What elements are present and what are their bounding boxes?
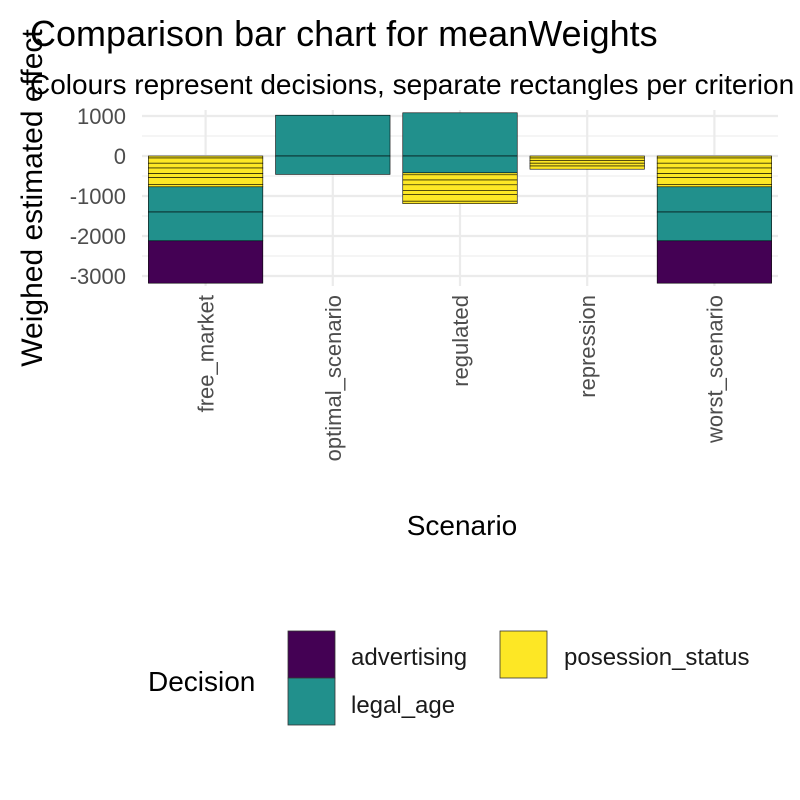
bar-segment-posession-status — [148, 167, 264, 174]
bar-segment-posession-status — [656, 167, 772, 174]
bar-segment-advertising — [148, 240, 264, 284]
bar-segment-posession-status — [148, 155, 264, 159]
bar-segment-legal-age — [275, 155, 391, 175]
legend-title: Decision — [148, 666, 255, 697]
bar-segment-posession-status — [148, 177, 264, 185]
chart-subtitle: Colours represent decisions, separate re… — [30, 69, 794, 100]
y-tick-label: 0 — [114, 144, 126, 169]
chart-title: Comparison bar chart for meanWeights — [30, 13, 658, 54]
legend: Decision advertising legal_age posession… — [148, 630, 749, 726]
bar-segment-posession-status — [529, 165, 645, 170]
bar-segment-posession-status — [656, 184, 772, 188]
x-tick-label: worst_scenario — [702, 295, 727, 444]
y-tick-label: -1000 — [70, 184, 126, 209]
legend-label-legal-age: legal_age — [351, 692, 455, 719]
bar-segment-legal-age — [402, 112, 518, 157]
legend-key-posession-status — [499, 630, 548, 679]
bar-segment-legal-age — [656, 186, 772, 213]
y-axis-label: Weighed estimated effect — [16, 29, 49, 367]
legend-label-advertising: advertising — [351, 644, 467, 671]
x-axis-ticks: free_market optimal_scenario regulated repr… — [194, 295, 728, 461]
bar-segment-posession-status — [402, 179, 518, 186]
legend-key-legal-age — [287, 677, 336, 726]
x-axis-label: Scenario — [407, 510, 518, 541]
x-tick-label: optimal_scenario — [321, 295, 346, 461]
bar-segment-legal-age — [656, 211, 772, 242]
bar-segment-posession-status — [529, 162, 645, 167]
bar-segment-posession-status — [402, 200, 518, 204]
bar-segment-posession-status — [656, 177, 772, 185]
bar-segment-posession-status — [148, 173, 264, 178]
legend-key-advertising — [287, 630, 336, 679]
x-tick-label: repression — [575, 295, 600, 398]
bar-segment-posession-status — [402, 172, 518, 176]
y-tick-label: -2000 — [70, 224, 126, 249]
y-tick-label: -3000 — [70, 264, 126, 289]
bar-segment-posession-status — [148, 157, 264, 164]
legend-label-posession-status: posession_status — [564, 644, 749, 671]
bar-segment-posession-status — [656, 162, 772, 169]
bar-segment-posession-status — [402, 190, 518, 195]
bar-segment-posession-status — [656, 173, 772, 178]
bar-segment-posession-status — [656, 155, 772, 159]
x-tick-label: free_market — [194, 295, 219, 412]
bar-segment-legal-age — [402, 155, 518, 174]
x-tick-label: regulated — [448, 295, 473, 387]
bar-segment-legal-age — [148, 186, 264, 213]
bar-segment-posession-status — [148, 162, 264, 169]
bar-segment-posession-status — [402, 184, 518, 191]
y-tick-label: 1000 — [77, 104, 126, 129]
bar-segment-posession-status — [529, 157, 645, 161]
bar-segment-legal-age — [275, 114, 391, 157]
bar-segment-posession-status — [148, 184, 264, 188]
bar-segment-posession-status — [529, 160, 645, 164]
bar-segment-advertising — [656, 240, 772, 284]
bar-segment-posession-status — [402, 174, 518, 181]
y-axis-ticks: 1000 0 -1000 -2000 -3000 — [70, 104, 126, 289]
bar-segment-posession-status — [402, 194, 518, 202]
bar-segment-legal-age — [148, 211, 264, 242]
bar-segment-posession-status — [656, 157, 772, 164]
bars — [148, 112, 772, 284]
